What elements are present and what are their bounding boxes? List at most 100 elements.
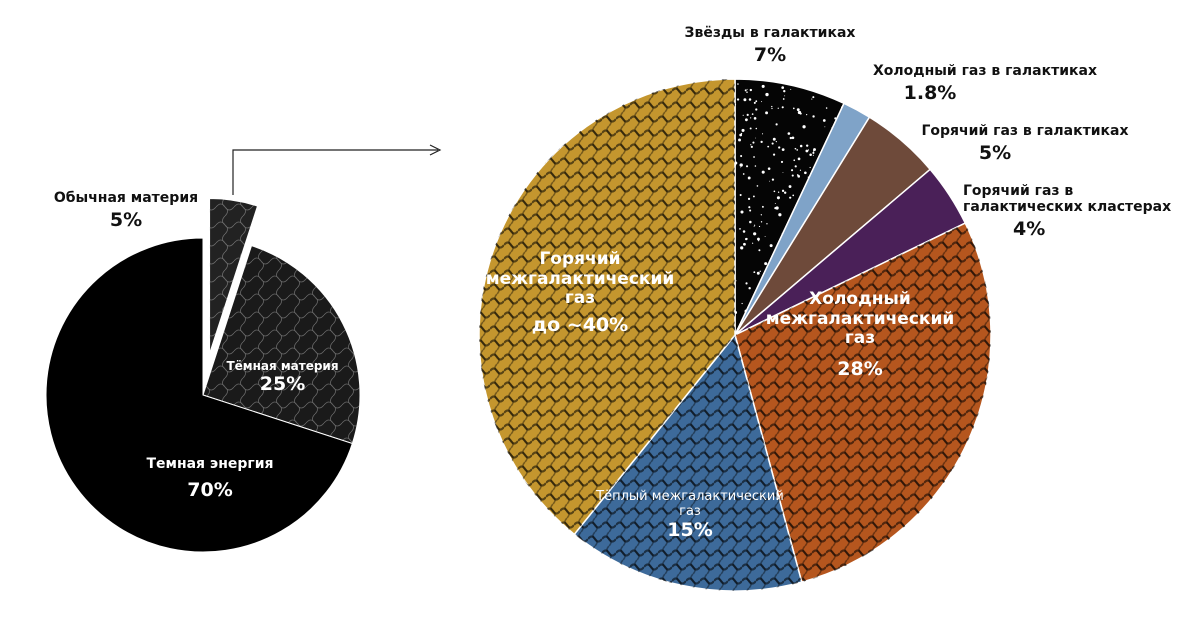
star-dot	[755, 138, 756, 139]
star-dot	[773, 153, 775, 155]
star-dot	[797, 108, 800, 111]
star-dot	[753, 195, 755, 197]
star-dot	[743, 230, 746, 233]
star-dot	[805, 150, 808, 153]
star-dot	[761, 214, 762, 215]
slice-value: 7%	[670, 45, 870, 67]
star-dot	[813, 155, 814, 156]
star-dot	[784, 191, 786, 193]
slice-value: 15%	[595, 520, 785, 542]
label-stars: Звёзды в галактиках 7%	[670, 25, 870, 67]
star-dot	[753, 271, 755, 273]
slice-value: 25%	[220, 374, 345, 396]
star-dot	[750, 117, 751, 118]
star-dot	[750, 144, 751, 145]
star-dot	[791, 169, 793, 171]
star-dot	[792, 175, 794, 177]
label-hot-igm: Горячий межгалактический газ до ~40%	[485, 250, 675, 336]
star-dot	[781, 161, 783, 163]
star-dot	[778, 146, 780, 148]
slice-value: 28%	[760, 359, 960, 381]
star-dot	[740, 211, 743, 214]
star-dot	[739, 163, 742, 166]
star-dot	[774, 207, 776, 209]
star-dot	[748, 198, 750, 200]
slice-value: 5%	[840, 143, 1150, 165]
star-dot	[737, 83, 739, 85]
label-dark-matter: Тёмная материя 25%	[220, 360, 345, 396]
star-dot	[804, 171, 807, 174]
slice-label: Темная энергия	[120, 456, 300, 472]
star-dot	[809, 153, 812, 156]
star-dot	[764, 262, 767, 265]
star-dot	[758, 238, 759, 239]
star-dot	[755, 165, 757, 167]
star-dot	[778, 192, 779, 193]
slice-value: 4%	[1013, 219, 1188, 241]
star-dot	[737, 98, 739, 100]
star-dot	[752, 142, 754, 144]
star-dot	[753, 232, 756, 235]
star-dot	[782, 148, 785, 151]
star-dot	[823, 119, 826, 122]
star-dot	[767, 146, 769, 148]
label-hot-gas-galaxies: Горячий газ в галактиках 5%	[900, 123, 1150, 165]
star-dot	[806, 144, 808, 146]
star-dot	[795, 165, 797, 167]
slice-label: Горячий газ в галактических кластерах	[963, 183, 1188, 215]
slice-label: Звёзды в галактиках	[670, 25, 870, 41]
star-dot	[754, 226, 755, 227]
star-dot	[753, 156, 755, 158]
star-dot	[824, 126, 825, 127]
star-dot	[752, 243, 753, 244]
slice-label: Холодный газ в галактиках	[855, 63, 1115, 79]
star-dot	[800, 170, 801, 171]
star-dot	[806, 114, 807, 115]
star-dot	[741, 303, 742, 304]
star-dot	[740, 194, 742, 196]
star-dot	[769, 181, 770, 182]
label-cold-gas-galaxies: Холодный газ в галактиках 1.8%	[855, 63, 1115, 105]
star-dot	[749, 221, 752, 224]
star-dot	[740, 246, 743, 249]
star-dot	[742, 129, 745, 132]
star-dot	[749, 209, 751, 211]
star-dot	[772, 143, 774, 145]
label-dark-energy: Темная энергия 70%	[120, 456, 300, 502]
label-cold-igm: Холодный межгалактический газ 28%	[760, 290, 960, 380]
star-dot	[754, 225, 755, 226]
star-dot	[783, 172, 784, 173]
star-dot	[757, 272, 760, 275]
star-dot	[757, 185, 759, 187]
label-ordinary-matter: Обычная материя 5%	[40, 190, 212, 232]
star-dot	[775, 203, 776, 204]
chart-stage: Обычная материя 5% Тёмная материя 25% Те…	[0, 0, 1200, 630]
slice-value: до ~40%	[485, 315, 675, 337]
star-dot	[746, 238, 748, 240]
star-dot	[765, 236, 766, 237]
star-dot	[762, 206, 764, 208]
star-dot	[800, 113, 802, 115]
slice-label: Обычная материя	[40, 190, 212, 206]
star-dot	[743, 173, 745, 175]
slice-label: Горячий межгалактический газ	[485, 250, 675, 309]
star-dot	[748, 177, 751, 180]
star-dot	[771, 108, 772, 109]
star-dot	[772, 179, 774, 181]
star-dot	[788, 132, 791, 135]
star-dot	[768, 167, 771, 170]
star-dot	[765, 111, 768, 114]
star-dot	[754, 117, 757, 120]
star-dot	[751, 146, 753, 148]
slice-value: 70%	[120, 480, 300, 502]
star-dot	[792, 195, 794, 197]
star-dot	[782, 190, 784, 192]
star-dot	[745, 118, 748, 121]
star-dot	[762, 133, 763, 134]
star-dot	[789, 197, 791, 199]
star-dot	[758, 249, 760, 251]
star-dot	[746, 165, 748, 167]
star-dot	[739, 134, 742, 137]
star-dot	[770, 244, 773, 247]
star-dot	[740, 155, 742, 157]
